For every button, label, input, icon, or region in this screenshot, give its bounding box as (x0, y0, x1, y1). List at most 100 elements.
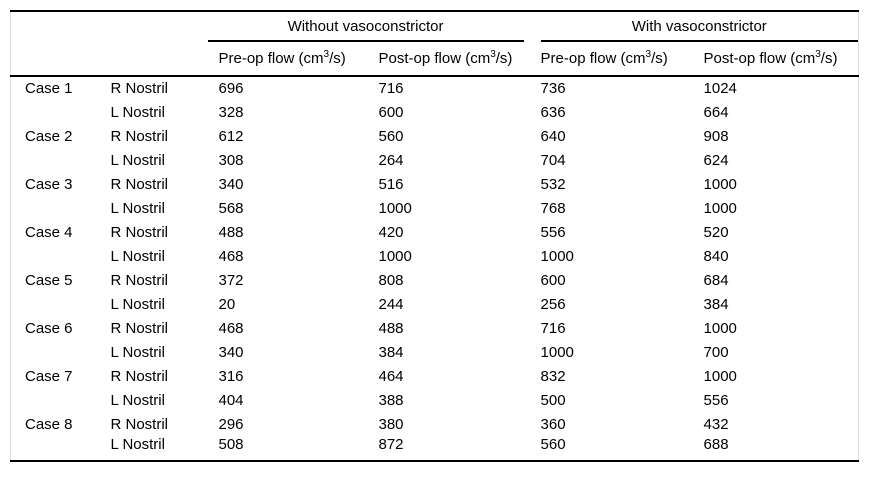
case-label: Case 2 (25, 127, 73, 145)
postop-without-value: 808 (378, 271, 404, 289)
group-header-without-vasoconstrictor: Without vasoconstrictor (207, 11, 541, 42)
table-row: Case 3 R Nostril 340 516 532 1000 (11, 172, 859, 196)
empty-header-cell (10, 42, 111, 77)
table-row: Case 1 R Nostril 696 716 736 1024 (11, 76, 859, 100)
table-row: L Nostril 568 1000 768 1000 (11, 196, 859, 220)
postop-without-value: 264 (378, 151, 404, 169)
column-header-postop-without: Post-op flow (cm3/s) (378, 42, 541, 77)
table-header: Without vasoconstrictor With vasoconstri… (10, 11, 859, 77)
preop-with-value: 768 (540, 199, 566, 217)
superscript-3: 3 (645, 49, 652, 60)
preop-without-value: 612 (218, 127, 244, 145)
postop-with-value: 432 (703, 415, 729, 433)
postop-with-value: 1000 (703, 319, 737, 337)
nostril-label: L Nostril (110, 151, 165, 169)
table-row: L Nostril 508 872 560 688 (11, 436, 859, 461)
table-row: L Nostril 20 244 256 384 (11, 292, 859, 316)
preop-without-value: 468 (218, 319, 244, 337)
nostril-label: R Nostril (110, 127, 169, 145)
nostril-label: R Nostril (110, 271, 169, 289)
empty-header-cell (110, 42, 208, 77)
column-header-preop-without: Pre-op flow (cm3/s) (207, 42, 379, 77)
table-row: Case 8 R Nostril 296 380 360 432 (11, 412, 859, 436)
table-row: Case 4 R Nostril 488 420 556 520 (11, 220, 859, 244)
postop-without-value: 1000 (378, 247, 412, 265)
preop-with-value: 832 (540, 367, 566, 385)
postop-with-value: 1000 (703, 175, 737, 193)
case-label (11, 388, 111, 412)
table-body: Case 1 R Nostril 696 716 736 1024 L Nost… (11, 76, 859, 461)
table-row: Case 6 R Nostril 468 488 716 1000 (11, 316, 859, 340)
column-header-preop-with: Pre-op flow (cm3/s) (540, 42, 704, 77)
postop-with-value: 1000 (703, 199, 737, 217)
preop-without-value: 296 (218, 415, 244, 433)
table-row: Case 5 R Nostril 372 808 600 684 (11, 268, 859, 292)
case-label: Case 6 (25, 319, 73, 337)
column-header-postop-with: Post-op flow (cm3/s) (703, 42, 859, 77)
postop-without-value: 1000 (378, 199, 412, 217)
case-label: Case 5 (25, 271, 73, 289)
case-label: Case 4 (25, 223, 73, 241)
table-row: Case 2 R Nostril 612 560 640 908 (11, 124, 859, 148)
preop-without-value: 316 (218, 367, 244, 385)
case-label (11, 100, 111, 124)
postop-without-value: 872 (378, 436, 404, 453)
postop-with-value: 700 (703, 343, 729, 361)
preop-with-value: 532 (540, 175, 566, 193)
column-header-row: Pre-op flow (cm3/s) Post-op flow (cm3/s)… (10, 42, 859, 77)
nostril-label: R Nostril (110, 367, 169, 385)
group-header-row: Without vasoconstrictor With vasoconstri… (11, 11, 859, 42)
case-label (11, 436, 111, 461)
table-row: L Nostril 328 600 636 664 (11, 100, 859, 124)
postop-without-value: 488 (378, 319, 404, 337)
preop-with-value: 500 (540, 391, 566, 409)
preop-without-value: 340 (218, 343, 244, 361)
group-header-label: Without vasoconstrictor (207, 12, 524, 42)
preop-without-value: 568 (218, 199, 244, 217)
nostril-label: L Nostril (110, 103, 165, 121)
preop-without-value: 308 (218, 151, 244, 169)
case-label (11, 196, 111, 220)
postop-with-value: 556 (703, 391, 729, 409)
postop-without-value: 560 (378, 127, 404, 145)
postop-with-value: 1000 (703, 367, 737, 385)
preop-without-value: 372 (218, 271, 244, 289)
postop-without-value: 384 (378, 343, 404, 361)
nasal-flow-table: Without vasoconstrictor With vasoconstri… (10, 10, 860, 462)
preop-with-value: 704 (540, 151, 566, 169)
preop-without-value: 340 (218, 175, 244, 193)
nostril-label: L Nostril (110, 295, 165, 313)
preop-with-value: 736 (540, 80, 566, 97)
case-label: Case 7 (25, 367, 73, 385)
preop-with-value: 600 (540, 271, 566, 289)
nostril-label: R Nostril (110, 175, 169, 193)
nostril-label: L Nostril (110, 391, 165, 409)
case-label: Case 1 (25, 80, 73, 97)
preop-without-value: 404 (218, 391, 244, 409)
postop-with-value: 664 (703, 103, 729, 121)
table-row: L Nostril 468 1000 1000 840 (11, 244, 859, 268)
postop-without-value: 244 (378, 295, 404, 313)
group-header-with-vasoconstrictor: With vasoconstrictor (540, 11, 859, 42)
preop-without-value: 508 (218, 436, 244, 453)
preop-with-value: 716 (540, 319, 566, 337)
postop-with-value: 520 (703, 223, 729, 241)
nostril-label: L Nostril (110, 247, 165, 265)
superscript-3: 3 (323, 49, 330, 60)
preop-with-value: 256 (540, 295, 566, 313)
preop-with-value: 556 (540, 223, 566, 241)
table-row: L Nostril 308 264 704 624 (11, 148, 859, 172)
postop-without-value: 420 (378, 223, 404, 241)
postop-with-value: 384 (703, 295, 729, 313)
nostril-label: L Nostril (110, 343, 165, 361)
postop-without-value: 716 (378, 80, 404, 97)
preop-without-value: 696 (218, 80, 244, 97)
nostril-label: L Nostril (110, 199, 165, 217)
table-row: L Nostril 404 388 500 556 (11, 388, 859, 412)
postop-without-value: 388 (378, 391, 404, 409)
postop-with-value: 840 (703, 247, 729, 265)
preop-with-value: 640 (540, 127, 566, 145)
preop-without-value: 488 (218, 223, 244, 241)
nostril-label: R Nostril (110, 415, 169, 433)
postop-with-value: 908 (703, 127, 729, 145)
